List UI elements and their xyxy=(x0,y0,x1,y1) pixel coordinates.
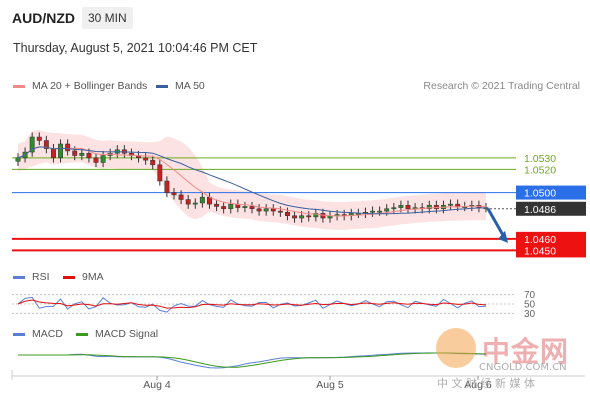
rsi-level-label-70: 70 xyxy=(524,290,536,301)
candle-body xyxy=(214,203,219,207)
level-tag-1.0500 xyxy=(516,185,586,200)
candle-body xyxy=(391,207,397,210)
candle-body xyxy=(43,140,49,149)
ma9-legend-swatch xyxy=(63,276,75,279)
candle-body xyxy=(164,180,170,193)
candle-body xyxy=(178,194,184,200)
ma20-legend-swatch xyxy=(13,85,25,88)
candle-body xyxy=(192,202,198,205)
candle-body xyxy=(299,215,305,219)
copyright-text: Research © 2021 Trading Central xyxy=(423,80,580,92)
candle-body xyxy=(79,152,85,156)
level-label-1.0530: 1.0530 xyxy=(524,153,556,165)
candle-body xyxy=(171,192,177,196)
horizontal-levels xyxy=(12,157,516,252)
level-label-1.0450: 1.0450 xyxy=(524,245,556,257)
candle-body xyxy=(143,157,149,161)
candle-body xyxy=(398,205,404,208)
candle-body xyxy=(256,208,262,212)
candle-body xyxy=(29,136,35,153)
macd-signal-legend-swatch xyxy=(76,333,88,336)
candle-body xyxy=(93,157,99,163)
candle-body xyxy=(384,208,390,212)
x-tick-label-Aug 4: Aug 4 xyxy=(143,379,171,391)
rsi-level-label-30: 30 xyxy=(524,309,536,320)
forecast-arrow-shaft xyxy=(486,208,506,238)
bollinger-band-fill xyxy=(18,130,486,230)
macd-line xyxy=(18,352,487,369)
rsi-ma9-line xyxy=(17,299,487,309)
ma9-legend-label: 9MA xyxy=(82,271,104,283)
candle-body xyxy=(51,148,56,159)
ma20-legend-label: MA 20 + Bollinger Bands xyxy=(32,80,148,92)
chart-datetime: Thursday, August 5, 2021 10:04:46 PM CET xyxy=(13,41,258,55)
rsi-line xyxy=(17,296,487,313)
x-tick-label-Aug 6: Aug 6 xyxy=(464,379,492,391)
candle-body xyxy=(150,159,156,166)
moving-average-lines xyxy=(17,146,487,217)
candle-body xyxy=(285,211,290,216)
timeframe-button[interactable]: 30 MIN xyxy=(82,7,133,29)
candle-body xyxy=(277,210,283,213)
watermark-logo xyxy=(436,328,476,368)
level-label-1.0500: 1.0500 xyxy=(524,188,556,200)
candle-body xyxy=(405,205,411,210)
ma50-line xyxy=(17,146,487,215)
macd-legend-swatch xyxy=(13,333,25,336)
level-label-1.0520: 1.0520 xyxy=(524,164,556,176)
candle-body xyxy=(157,164,163,182)
level-tag-1.0450 xyxy=(516,243,586,258)
last-price-tag xyxy=(516,201,586,216)
ma20-line xyxy=(17,146,487,217)
candle-body xyxy=(15,157,21,162)
candle-body xyxy=(199,196,205,204)
rsi-legend-label: RSI xyxy=(32,271,50,283)
bollinger-band-area xyxy=(18,130,486,230)
candle-body xyxy=(65,143,71,152)
candle-body xyxy=(242,206,248,208)
rsi-legend-swatch xyxy=(13,276,25,279)
rsi-level-label-50: 50 xyxy=(524,300,536,311)
candle-body xyxy=(292,215,297,219)
candle-body xyxy=(221,206,227,210)
candle-body xyxy=(228,203,234,210)
x-axis: Aug 4 Aug 5 Aug 6 xyxy=(11,370,585,391)
candle-body xyxy=(185,199,191,205)
ma50-legend-label: MA 50 xyxy=(175,80,205,92)
ma50-legend-swatch xyxy=(156,85,168,88)
candle-body xyxy=(72,150,78,156)
candle-body xyxy=(263,208,269,212)
candle-body xyxy=(370,210,375,213)
candle-body xyxy=(249,206,255,210)
level-tag-1.0460 xyxy=(516,231,586,246)
candle-body xyxy=(455,203,461,207)
chart-header: AUD/NZD 30 MIN xyxy=(0,0,590,36)
candle-body xyxy=(426,205,432,210)
candle-body xyxy=(86,152,92,159)
symbol-title: AUD/NZD xyxy=(12,10,75,26)
forecast-arrow-head xyxy=(498,230,508,243)
candle-body xyxy=(58,143,63,159)
macd-legend-label: MACD xyxy=(32,328,63,340)
macd-signal-line xyxy=(18,352,487,368)
candle-body xyxy=(270,208,276,212)
candle-body xyxy=(36,136,42,141)
candle-body xyxy=(100,155,106,163)
watermark-site: CNGOLD.COM.CN xyxy=(479,362,567,373)
candle-body xyxy=(313,213,319,218)
candle-body xyxy=(377,210,383,213)
watermark-logo-text: 中金网 xyxy=(482,335,570,368)
macd-panel xyxy=(18,352,487,369)
last-price-label: 1.0486 xyxy=(524,204,556,216)
candle-body xyxy=(448,203,453,206)
macd-signal-legend-label: MACD Signal xyxy=(95,328,159,340)
candle-body xyxy=(306,215,312,218)
level-label-1.0460: 1.0460 xyxy=(524,234,556,246)
watermark-tagline: 中 文 财 经 新 媒 体 xyxy=(437,377,535,390)
x-tick-label-Aug 5: Aug 5 xyxy=(316,379,344,391)
